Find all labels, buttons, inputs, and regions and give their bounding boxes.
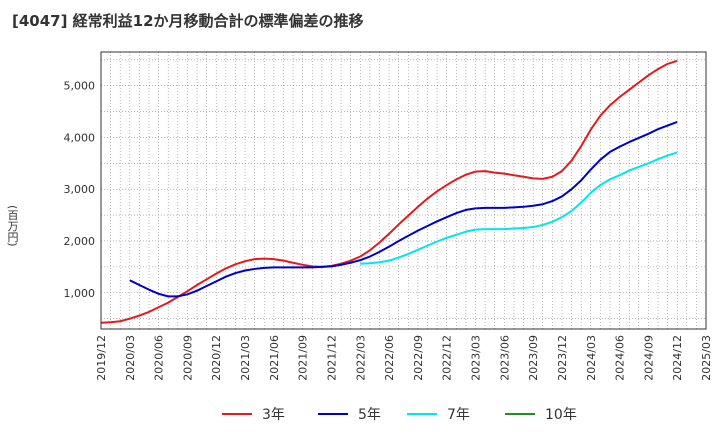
x-tick-label: 2025/03 — [700, 335, 713, 381]
series-line-3年 — [100, 59, 678, 324]
legend-item: 3年 — [222, 402, 285, 426]
x-tick-label: 2023/06 — [498, 335, 511, 381]
chart-title: [4047] 経常利益12か月移動合計の標準偏差の推移 — [12, 12, 364, 30]
x-tick-label: 2023/09 — [527, 335, 540, 381]
x-tick-labels: 2019/12 2020/03 2020/06 2020/09 2020/12 2021/… — [95, 335, 713, 381]
x-tick-label: 2020/06 — [153, 335, 166, 381]
x-tick-label: 2023/03 — [470, 335, 483, 381]
legend-swatch — [407, 413, 437, 415]
legend-item: 10年 — [505, 402, 577, 426]
y-tick-label: 3,000 — [64, 183, 96, 196]
x-tick-label: 2022/06 — [383, 335, 396, 381]
x-tick-label: 2022/03 — [354, 335, 367, 381]
x-tick-label: 2019/12 — [95, 335, 108, 381]
legend-label: 3年 — [262, 407, 285, 423]
series-lines — [100, 59, 678, 324]
legend-label: 5年 — [358, 407, 381, 423]
x-tick-label: 2020/12 — [210, 335, 223, 381]
x-tick-label: 2021/06 — [268, 335, 281, 381]
x-tick-label: 2021/12 — [325, 335, 338, 381]
legend-swatch — [222, 413, 252, 415]
x-tick-label: 2024/06 — [614, 335, 627, 381]
y-axis-label: (百万円) — [6, 205, 19, 247]
y-tick-label: 4,000 — [64, 131, 96, 144]
legend: 3年 5年 7年 10年 — [0, 402, 720, 426]
x-tick-label: 2024/03 — [585, 335, 598, 381]
legend-swatch — [318, 413, 348, 415]
legend-item: 7年 — [407, 402, 470, 426]
x-tick-label: 2024/09 — [642, 335, 655, 381]
x-tick-label: 2021/09 — [297, 335, 310, 381]
x-tick-label: 2020/03 — [124, 335, 137, 381]
y-tick-label: 1,000 — [64, 287, 96, 300]
series-line-5年 — [129, 120, 678, 298]
series-line-7年 — [360, 151, 678, 265]
y-tick-label: 2,000 — [64, 235, 96, 248]
x-tick-label: 2024/12 — [671, 335, 684, 381]
x-tick-label: 2022/09 — [412, 335, 425, 381]
y-tick-label: 5,000 — [64, 80, 96, 93]
legend-label: 10年 — [545, 407, 577, 423]
x-tick-label: 2022/12 — [441, 335, 454, 381]
x-tick-label: 2021/03 — [239, 335, 252, 381]
y-tick-labels: 1,000 2,000 3,000 4,000 5,000 — [64, 80, 96, 300]
legend-item: 5年 — [318, 402, 381, 426]
legend-label: 7年 — [447, 407, 470, 423]
x-tick-label: 2023/12 — [556, 335, 569, 381]
x-tick-label: 2020/09 — [181, 335, 194, 381]
plot-frame — [100, 51, 707, 330]
legend-swatch — [505, 413, 535, 415]
